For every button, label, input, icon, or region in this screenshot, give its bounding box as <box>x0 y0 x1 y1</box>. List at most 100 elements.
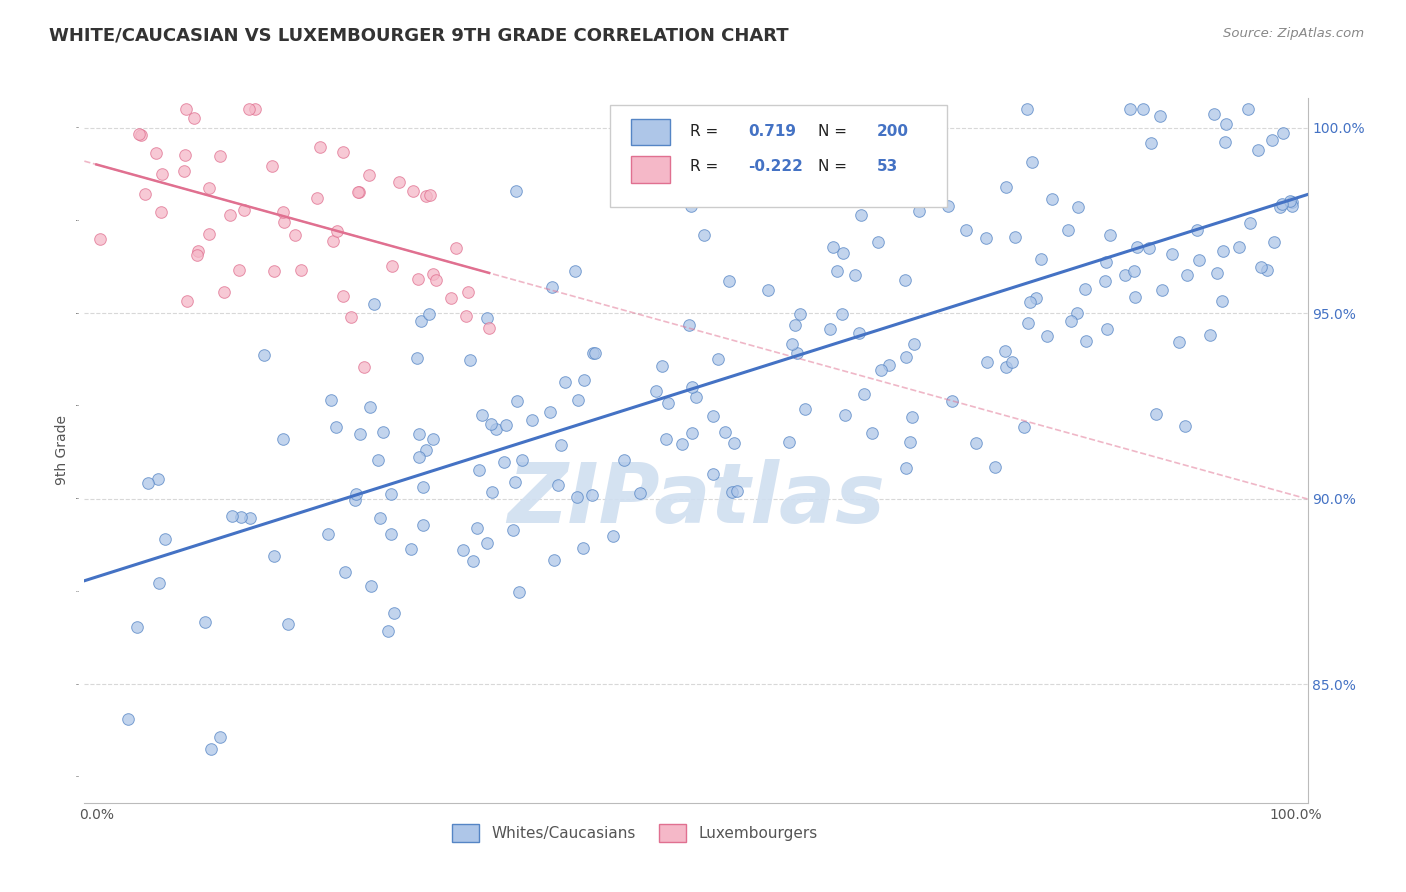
Point <box>613 453 636 467</box>
Point <box>347 186 370 200</box>
Point <box>408 450 430 464</box>
Text: 0.719: 0.719 <box>748 124 797 139</box>
Point <box>347 185 370 199</box>
Point <box>1256 262 1278 277</box>
Point <box>1074 282 1097 296</box>
Point <box>1060 314 1083 328</box>
Point <box>363 296 385 310</box>
Point <box>1212 244 1234 258</box>
Point <box>129 128 152 142</box>
Point <box>194 615 217 629</box>
Point <box>832 245 855 260</box>
Point <box>702 467 724 482</box>
Point <box>475 536 498 550</box>
FancyBboxPatch shape <box>610 105 946 207</box>
Point <box>844 268 866 283</box>
Point <box>1140 136 1163 151</box>
Point <box>349 427 371 442</box>
Point <box>148 575 170 590</box>
Point <box>994 343 1017 358</box>
Point <box>825 264 848 278</box>
Point <box>572 373 595 387</box>
Point <box>470 408 492 422</box>
Point <box>1215 117 1237 131</box>
Point <box>359 400 381 414</box>
Point <box>834 408 856 422</box>
Point <box>1137 241 1160 255</box>
Point <box>325 224 347 238</box>
Text: -0.222: -0.222 <box>748 159 803 174</box>
Point <box>1206 266 1229 280</box>
Point <box>209 731 232 745</box>
Point <box>758 283 780 297</box>
Point <box>567 490 589 504</box>
Point <box>681 425 703 440</box>
Point <box>183 111 205 125</box>
Point <box>440 291 463 305</box>
Point <box>260 159 283 173</box>
Point <box>1015 102 1038 116</box>
Point <box>1119 102 1142 116</box>
Point <box>290 263 312 277</box>
Point <box>380 487 402 501</box>
Point <box>422 433 444 447</box>
Point <box>567 393 589 408</box>
Point <box>898 435 921 450</box>
Point <box>174 148 197 162</box>
Point <box>465 521 488 535</box>
Point <box>506 393 529 408</box>
Point <box>1188 253 1211 268</box>
Point <box>461 554 484 568</box>
Point <box>1281 195 1303 210</box>
Point <box>411 314 433 328</box>
Point <box>554 375 576 389</box>
Point <box>153 532 176 546</box>
Point <box>866 235 889 249</box>
Point <box>145 145 167 160</box>
Point <box>786 345 808 359</box>
Point <box>475 311 498 326</box>
Point <box>564 264 586 278</box>
Point <box>852 387 875 401</box>
Point <box>522 413 544 427</box>
Point <box>651 359 673 373</box>
Point <box>332 288 354 302</box>
Point <box>335 565 357 579</box>
Point <box>581 487 603 501</box>
Point <box>219 208 242 222</box>
Point <box>273 215 295 229</box>
Point <box>1271 197 1294 211</box>
Point <box>681 380 703 394</box>
Point <box>353 359 375 374</box>
Point <box>1126 240 1149 254</box>
Point <box>239 511 262 525</box>
Point <box>955 223 977 237</box>
Text: N =: N = <box>818 124 848 139</box>
Point <box>1040 192 1063 206</box>
Point <box>1017 316 1039 330</box>
Point <box>572 541 595 555</box>
Point <box>505 475 527 489</box>
Point <box>284 228 307 243</box>
Point <box>408 427 430 442</box>
Point <box>377 624 399 638</box>
Point <box>1114 268 1136 283</box>
Point <box>1025 291 1047 305</box>
Point <box>458 352 481 367</box>
Point <box>721 484 744 499</box>
Point <box>1056 222 1078 236</box>
Point <box>373 425 395 439</box>
Point <box>859 179 882 194</box>
Point <box>415 189 437 203</box>
Point <box>454 309 477 323</box>
Point <box>228 262 250 277</box>
Point <box>780 337 803 351</box>
Point <box>419 187 441 202</box>
Point <box>128 127 150 141</box>
Point <box>1029 252 1052 267</box>
Point <box>1227 240 1250 254</box>
Point <box>309 140 332 154</box>
Point <box>422 267 444 281</box>
Point <box>446 241 468 255</box>
Point <box>1239 216 1261 230</box>
